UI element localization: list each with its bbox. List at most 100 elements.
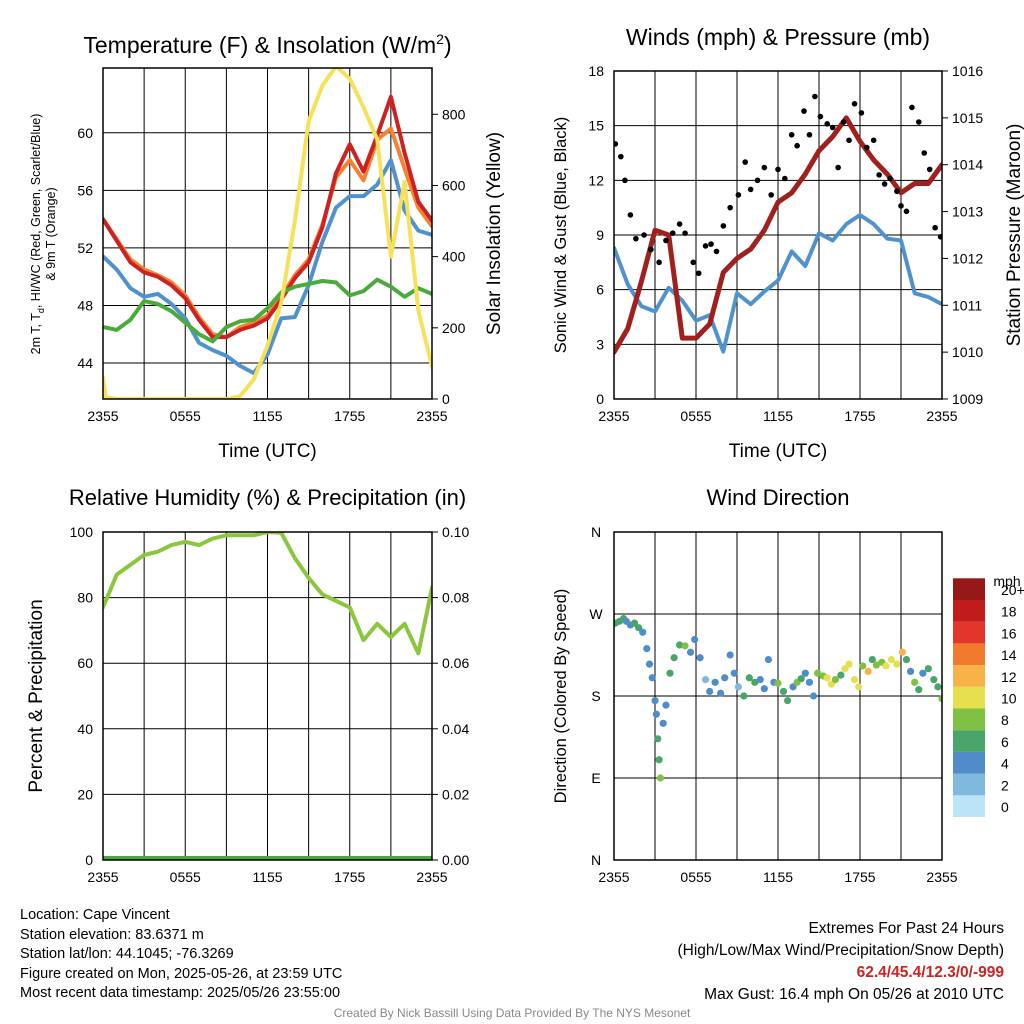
x-tick-label: 0555 [170, 408, 201, 424]
plot-area [614, 614, 942, 782]
direction-point [919, 669, 927, 677]
y2-tick-label: 1011 [952, 297, 982, 313]
x-tick-label: 2355 [598, 869, 629, 885]
y-tick-label: W [589, 606, 603, 622]
gust-point [887, 175, 893, 182]
direction-point [701, 676, 710, 684]
x-tick-label: 2355 [926, 869, 957, 885]
direction-point [779, 687, 788, 696]
y2-tick-label: 200 [442, 320, 466, 336]
x-tick-label: 2355 [416, 408, 447, 424]
gust-point [648, 246, 654, 253]
gust-point [633, 235, 639, 242]
y2-tick-label: 1014 [952, 157, 983, 173]
created-text: Figure created on Mon, 2025-05-26, at 23… [20, 965, 343, 982]
latlon-text: Station lat/lon: 44.1045; -76.3269 [20, 946, 234, 962]
direction-point [655, 756, 663, 764]
legend-swatch [953, 751, 985, 774]
title-superscript: 2 [436, 31, 444, 47]
legend-label: 20+ [1001, 582, 1024, 598]
direction-point [659, 719, 667, 727]
y2-tick-label: 0.06 [442, 655, 469, 671]
direction-point [783, 696, 792, 705]
x-tick-label: 0555 [680, 408, 711, 424]
station-info: Location: Cape Vincent Station elevation… [20, 906, 342, 1004]
legend-swatch [953, 686, 985, 709]
direction-point [740, 692, 748, 700]
gust-point [676, 221, 683, 227]
direction-point [823, 674, 831, 682]
direction-point [837, 671, 845, 679]
direction-point [845, 660, 853, 668]
direction-point [734, 683, 742, 691]
legend-swatch [953, 643, 985, 666]
x-tick-label: 1755 [844, 408, 875, 424]
gust-point [663, 237, 669, 244]
gust-point [824, 121, 830, 127]
y-axis-label-subscript: d [36, 308, 46, 313]
y-tick-label: 100 [70, 524, 94, 540]
y2-tick-label: 600 [442, 177, 466, 193]
direction-point [872, 661, 881, 669]
gust-point [806, 131, 813, 138]
y2-tick-label: 0 [442, 391, 450, 407]
y-tick-label: S [591, 688, 600, 704]
direction-point [850, 676, 859, 684]
y-axis-label: Percent & Precipitation [26, 599, 47, 792]
gust-point [903, 208, 910, 215]
gust-point [870, 137, 877, 144]
x-axis-label: Time (UTC) [218, 441, 317, 462]
max-gust-text: Max Gust: 16.4 mph On 05/26 at 2010 UTC [704, 986, 1004, 1003]
gust-point [727, 204, 733, 211]
series-line-1 [614, 115, 942, 355]
gust-point [840, 119, 847, 125]
gust-point [898, 203, 904, 209]
direction-point [726, 651, 734, 659]
gust-point [915, 119, 922, 125]
y2-axis-label: Solar Insolation (Yellow) [484, 132, 505, 335]
y-tick-label: 44 [77, 355, 93, 371]
x-tick-label: 2355 [598, 408, 629, 424]
gust-point [754, 177, 761, 184]
plot-frame [613, 531, 943, 861]
y2-tick-label: 0.00 [442, 852, 469, 868]
x-tick-label: 2355 [87, 869, 118, 885]
direction-point [639, 628, 647, 636]
y-tick-label: 15 [588, 118, 604, 134]
y-tick-label: 20 [77, 786, 93, 802]
y-tick-label: E [591, 770, 600, 786]
y2-tick-label: 0.10 [442, 524, 469, 540]
y-tick-label: 9 [596, 227, 604, 243]
direction-point [924, 665, 932, 673]
direction-point [760, 685, 768, 693]
legend-swatch [953, 578, 985, 600]
direction-point [831, 676, 840, 684]
gust-point [618, 153, 624, 160]
y-tick-label: 56 [77, 182, 93, 198]
gust-point [829, 124, 836, 131]
x-tick-label: 0555 [170, 869, 201, 885]
direction-point [645, 660, 654, 668]
direction-point [666, 669, 674, 677]
gust-point [926, 166, 933, 173]
direction-point [643, 645, 651, 653]
title-end: ) [444, 32, 452, 58]
direction-point [882, 662, 890, 670]
direction-point [893, 660, 901, 668]
y-tick-label: 0 [85, 852, 93, 868]
gust-point [702, 243, 709, 249]
y-tick-label: 6 [596, 282, 604, 298]
direction-point [934, 683, 942, 691]
gust-point [846, 137, 852, 144]
panel-humidity: 2355 0555 1155 1755 23550204060801000.000.02… [26, 485, 469, 885]
direction-point [662, 701, 670, 709]
gust-point [742, 159, 748, 165]
gust-point [614, 141, 619, 147]
y-tick-label: N [591, 852, 601, 868]
y2-tick-label: 0.08 [442, 590, 469, 606]
panel-temperature: 2355 0555 1155 1755 235544485256600200400600… [29, 31, 505, 462]
y-axis-label: 2m T, Td, HI/WC (Red, Green, Scarlet/Blu… [29, 114, 46, 355]
gust-point [713, 248, 720, 255]
gust-point [627, 212, 634, 218]
